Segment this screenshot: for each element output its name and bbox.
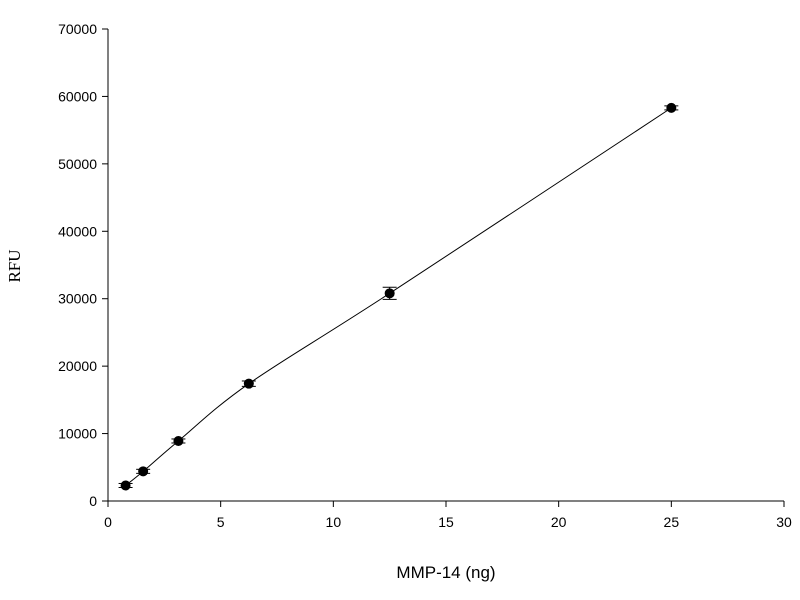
y-tick-label: 60000 (58, 88, 97, 104)
series-line (125, 107, 672, 486)
y-tick-label: 40000 (58, 223, 97, 239)
x-tick-label: 5 (217, 514, 225, 530)
data-points (120, 102, 677, 491)
y-ticks: 0 10000 20000 30000 40000 50000 60000 70000 (58, 21, 108, 509)
y-tick-label: 10000 (58, 426, 97, 442)
y-tick-label: 70000 (58, 21, 97, 37)
y-tick-label: 50000 (58, 156, 97, 172)
x-tick-label: 30 (776, 514, 792, 530)
x-tick-label: 20 (551, 514, 567, 530)
data-point (384, 288, 395, 299)
data-point (173, 435, 184, 446)
data-point (120, 480, 131, 491)
x-ticks: 0 5 10 15 20 25 30 (104, 501, 792, 530)
y-tick-label: 30000 (58, 291, 97, 307)
data-point (138, 466, 149, 477)
x-tick-label: 0 (104, 514, 112, 530)
y-axis-title: RFU (5, 249, 24, 282)
x-tick-label: 25 (664, 514, 680, 530)
error-bars (118, 105, 679, 489)
y-tick-label: 20000 (58, 358, 97, 374)
axes (107, 29, 784, 502)
y-tick-label: 0 (89, 493, 97, 509)
data-point (243, 378, 254, 389)
x-axis-title: MMP-14 (ng) (396, 563, 495, 582)
data-point (666, 102, 677, 113)
x-tick-label: 10 (326, 514, 342, 530)
x-tick-label: 15 (438, 514, 454, 530)
